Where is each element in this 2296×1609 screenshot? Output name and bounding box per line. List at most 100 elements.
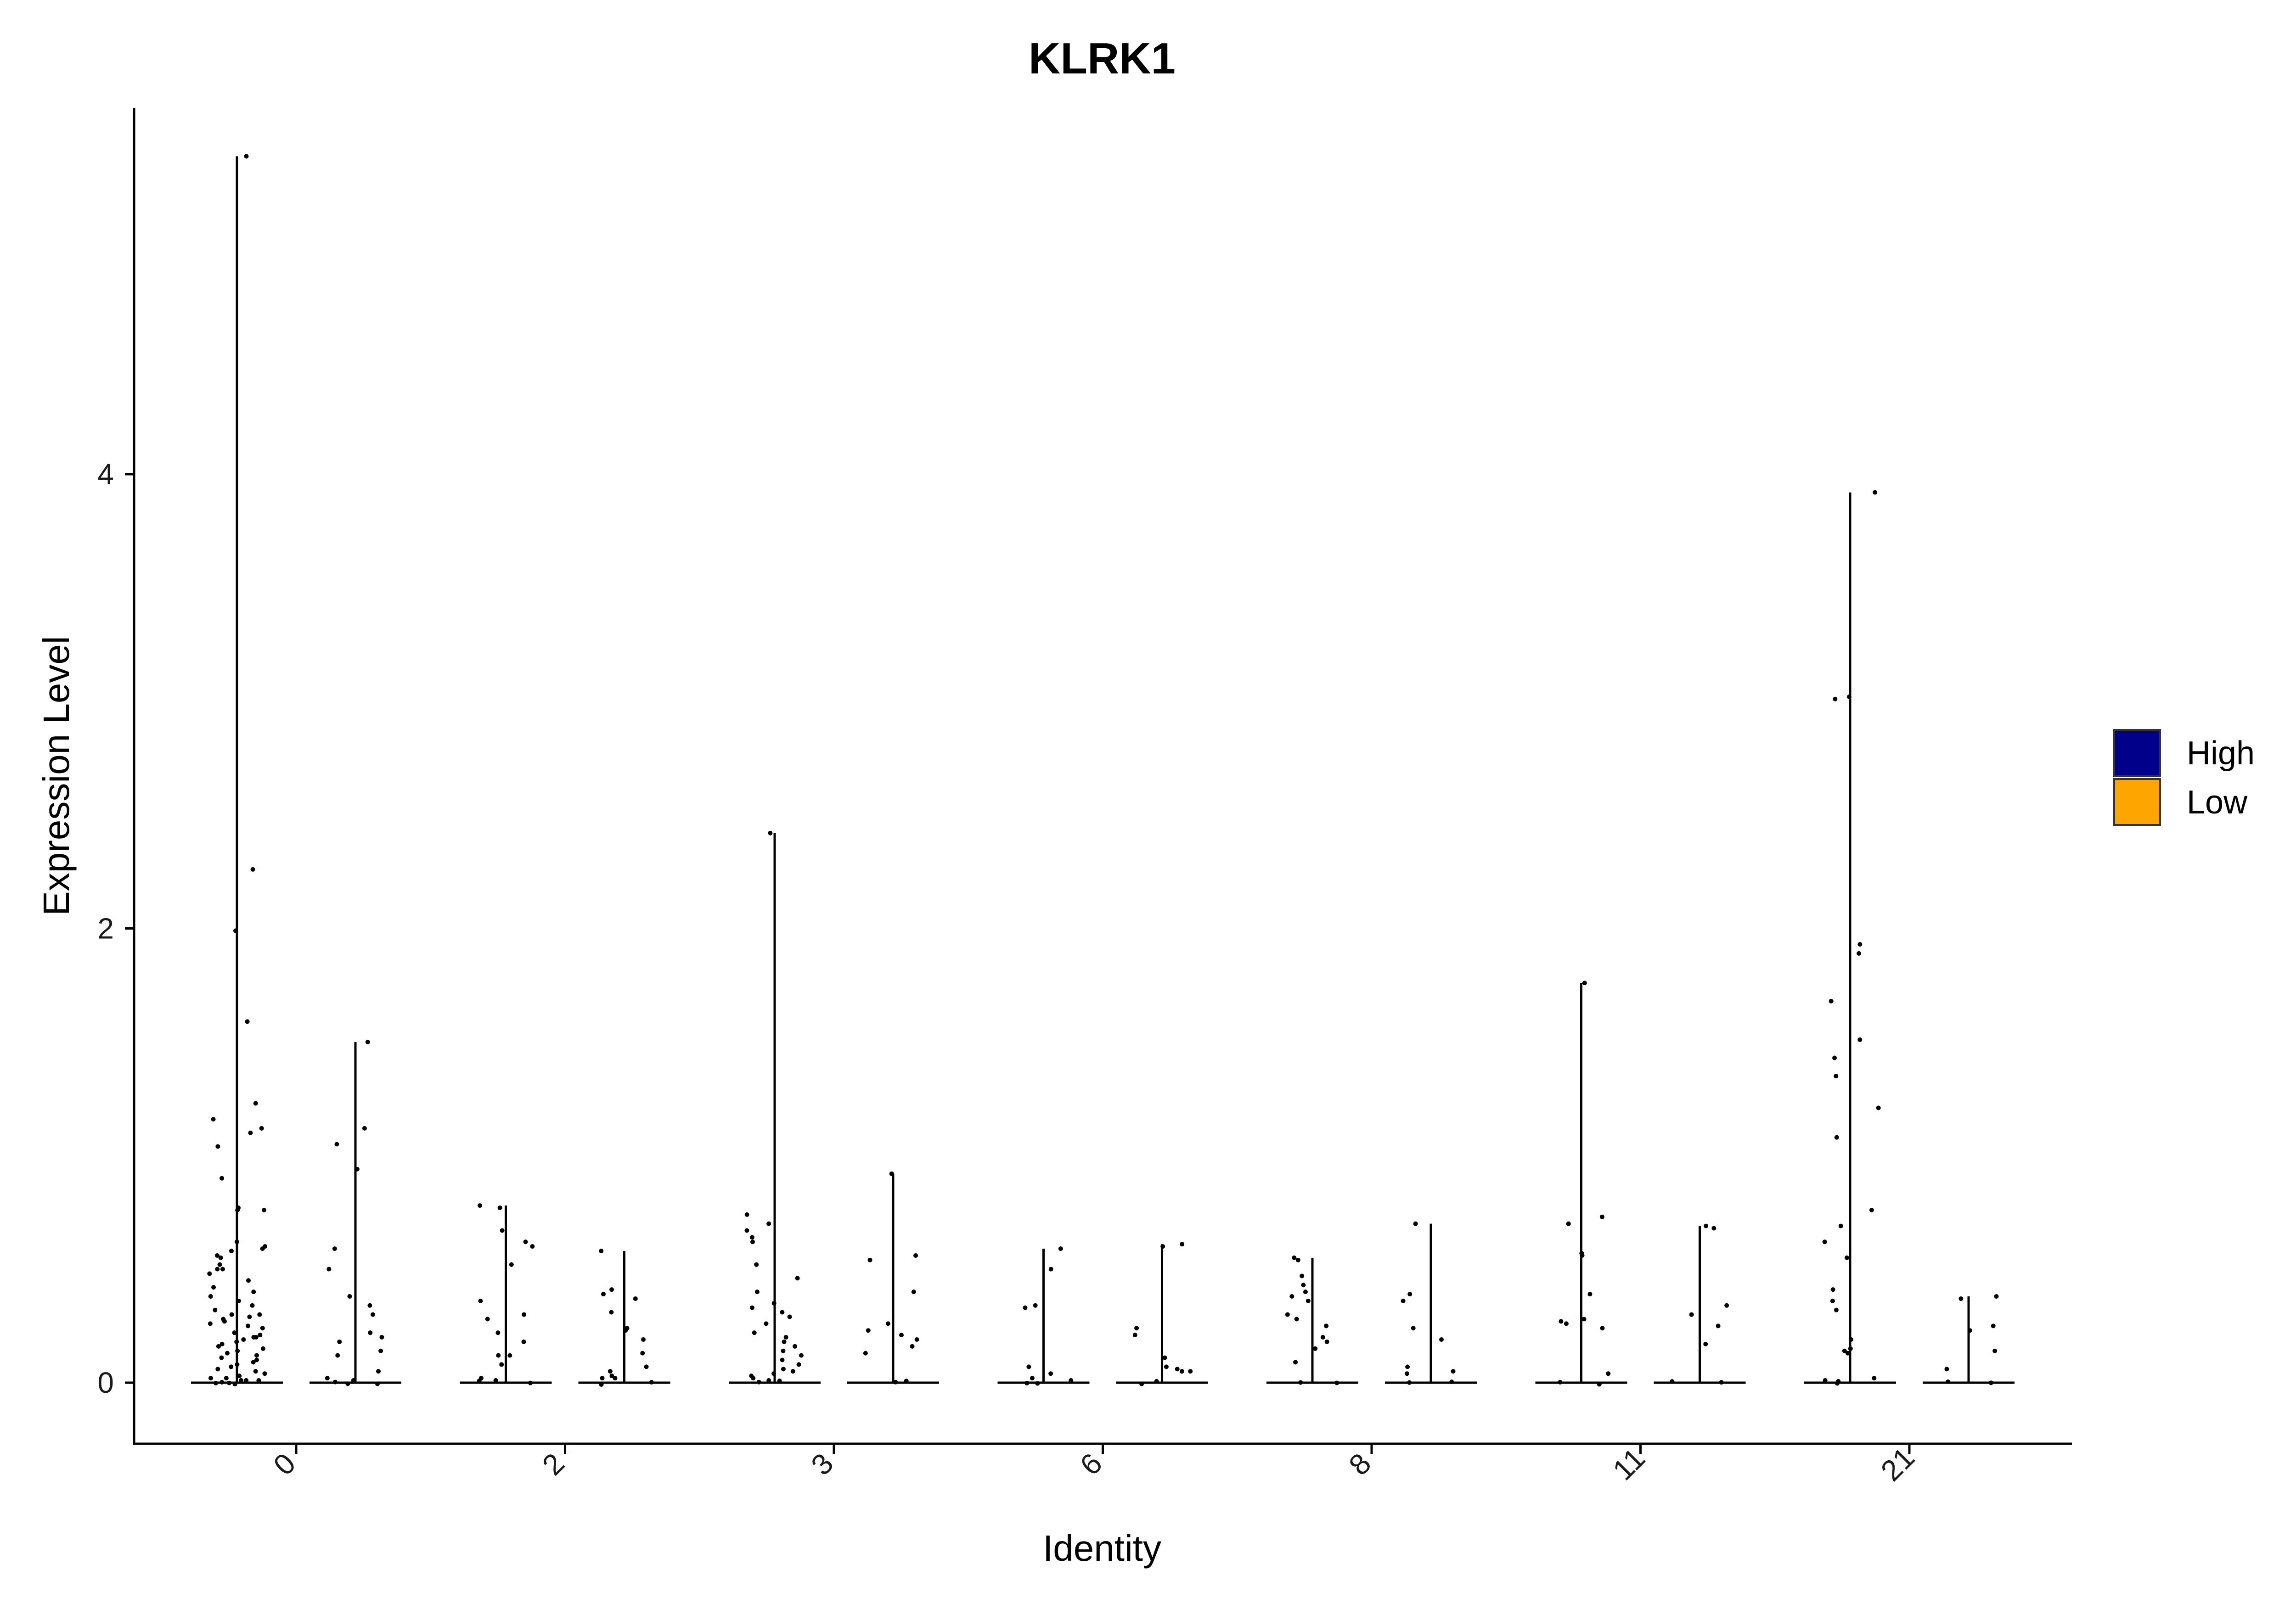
data-point (749, 1235, 754, 1240)
data-point (1834, 1135, 1839, 1140)
data-point (530, 1244, 535, 1249)
data-point (751, 1376, 756, 1381)
data-point (644, 1364, 649, 1369)
x-axis-title: Identity (1043, 1528, 1161, 1569)
data-point (1035, 1381, 1040, 1386)
data-point (246, 1278, 251, 1283)
data-point (1324, 1323, 1329, 1329)
data-point (649, 1380, 654, 1385)
data-point (889, 1171, 894, 1176)
data-point (1285, 1312, 1290, 1317)
data-point (219, 1341, 225, 1346)
data-point (1058, 1246, 1063, 1251)
data-point (1832, 1055, 1837, 1060)
data-point (207, 1271, 212, 1276)
data-point (245, 1019, 250, 1024)
data-point (1188, 1369, 1193, 1374)
data-point (214, 1380, 219, 1385)
data-point (215, 1144, 220, 1149)
data-point (1848, 1346, 1853, 1351)
y-axis-ticks: 0 2 4 (97, 458, 134, 1399)
data-point (1872, 1376, 1877, 1381)
data-point (1048, 1371, 1053, 1376)
data-point (754, 1289, 760, 1295)
data-point (885, 1321, 890, 1326)
data-point (608, 1369, 613, 1374)
data-point (867, 1257, 872, 1262)
data-point (253, 1369, 258, 1374)
data-point (1846, 694, 1851, 699)
data-point (248, 1130, 253, 1135)
data-point (609, 1287, 614, 1292)
data-point (609, 1374, 614, 1379)
data-point (215, 1367, 220, 1372)
data-point (766, 1378, 771, 1383)
data-point (247, 1314, 252, 1319)
data-point (1324, 1339, 1329, 1344)
data-point (347, 1294, 352, 1299)
data-point (1599, 1214, 1604, 1219)
data-point (1139, 1381, 1144, 1386)
data-point (799, 1353, 804, 1358)
data-point (365, 1039, 370, 1044)
data-point (245, 1323, 250, 1329)
data-point (345, 1381, 350, 1386)
data-point (641, 1337, 646, 1342)
data-point (325, 1376, 330, 1381)
data-point (234, 1339, 239, 1344)
data-point (335, 1353, 340, 1358)
data-point (227, 1380, 232, 1385)
data-point (1830, 1298, 1835, 1303)
data-point (332, 1379, 338, 1385)
data-point (362, 1126, 367, 1131)
data-point (1303, 1289, 1308, 1295)
data-point (216, 1344, 221, 1349)
data-point (522, 1312, 527, 1317)
data-point (507, 1353, 512, 1358)
data-point (599, 1382, 604, 1387)
data-point (1724, 1303, 1729, 1308)
data-point (913, 1253, 918, 1258)
data-point (1439, 1337, 1444, 1342)
y-axis-title: Expression Level (36, 636, 77, 915)
data-point (1719, 1380, 1724, 1385)
data-point (376, 1369, 381, 1374)
data-point (262, 1371, 267, 1376)
data-point (208, 1294, 213, 1299)
data-point (863, 1351, 868, 1356)
data-point (528, 1380, 533, 1385)
data-point (1405, 1364, 1410, 1369)
data-point (1048, 1267, 1053, 1272)
data-point (1829, 998, 1834, 1004)
data-point (233, 928, 238, 933)
data-point (256, 1378, 261, 1383)
data-point (795, 1276, 800, 1281)
data-point (1334, 1380, 1339, 1385)
data-point (1179, 1369, 1184, 1374)
data-point (1292, 1255, 1297, 1260)
data-point (609, 1310, 614, 1315)
data-point (1991, 1323, 1996, 1329)
data-point (224, 1376, 229, 1381)
data-point (1842, 1348, 1847, 1353)
data-point (258, 1333, 263, 1338)
data-point (744, 1228, 749, 1233)
data-point (1967, 1328, 1972, 1333)
data-point (332, 1246, 337, 1251)
x-tick-label: 11 (1606, 1441, 1651, 1486)
data-point (215, 1267, 220, 1272)
data-point (244, 154, 249, 159)
data-point (1175, 1367, 1180, 1372)
data-point (1876, 1105, 1881, 1110)
data-point (337, 1339, 342, 1344)
data-point (1566, 1221, 1571, 1226)
data-point (599, 1249, 604, 1254)
data-point (768, 830, 773, 835)
data-point (497, 1205, 502, 1211)
data-point (500, 1228, 505, 1233)
data-point (244, 1378, 249, 1383)
data-point (787, 1314, 792, 1319)
data-point (1306, 1298, 1311, 1303)
